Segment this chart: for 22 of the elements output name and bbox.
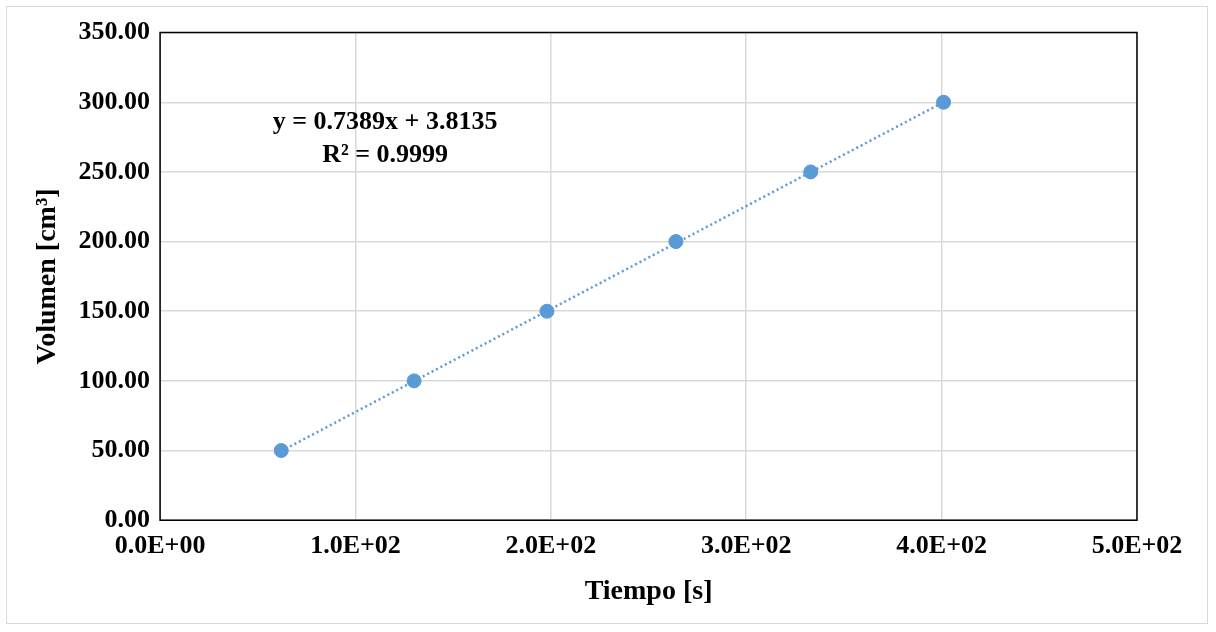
x-tick-label: 5.0E+02 — [1091, 529, 1183, 559]
x-tick-label: 4.0E+02 — [896, 529, 987, 559]
point — [539, 303, 555, 319]
y-tick-label: 50.00 — [91, 434, 151, 464]
y-tick-label: 100.00 — [78, 364, 151, 394]
point — [668, 234, 684, 250]
y-tick-label: 250.00 — [78, 155, 151, 185]
x-tick-label: 3.0E+02 — [700, 529, 792, 559]
y-tick-label: 350.00 — [78, 16, 151, 46]
y-axis-title: Volumen [cm³] — [30, 188, 62, 365]
point — [406, 373, 422, 389]
x-tick-label: 2.0E+02 — [505, 529, 597, 559]
x-axis-title: Tiempo [s] — [584, 574, 713, 606]
point — [936, 94, 952, 110]
point — [273, 443, 289, 459]
y-tick-label: 300.00 — [78, 85, 151, 115]
y-tick-label: 150.00 — [78, 294, 151, 324]
annotation: R² = 0.9999 — [322, 139, 449, 169]
y-tick-label: 200.00 — [78, 225, 151, 255]
annotation: y = 0.7389x + 3.8135 — [272, 106, 498, 136]
x-tick-label: 1.0E+02 — [310, 529, 401, 559]
point — [803, 164, 819, 180]
